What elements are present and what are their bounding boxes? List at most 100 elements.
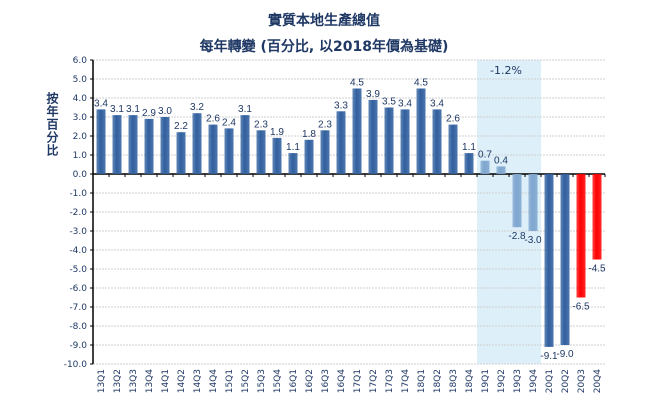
data-label: 1.1: [462, 142, 476, 153]
x-tick-label: 15Q4: [273, 369, 283, 394]
bar-17Q1: [352, 88, 362, 174]
x-tick-label: 13Q1: [97, 369, 107, 393]
x-tick-label: 15Q2: [241, 369, 251, 393]
bar-18Q4: [464, 153, 474, 174]
chart-title: 實質本地生產總值: [268, 13, 380, 29]
x-tick-label: 15Q1: [225, 369, 235, 393]
data-label: 2.3: [254, 119, 268, 130]
x-tick-label: 20Q4: [593, 369, 603, 394]
bar-17Q4: [400, 109, 410, 174]
y-tick-label: 3.0: [73, 113, 88, 123]
bar-16Q1: [288, 153, 298, 174]
data-label: -9.1: [540, 351, 558, 362]
bar-15Q2: [240, 115, 250, 174]
y-tick-label: 1.0: [73, 151, 88, 161]
bar-17Q3: [384, 107, 394, 174]
x-tick-label: 14Q1: [161, 369, 171, 393]
x-tick-label: 18Q4: [465, 369, 475, 394]
x-tick-label: 16Q1: [289, 369, 299, 393]
bar-18Q1: [416, 88, 426, 174]
data-label: -2.8: [508, 231, 526, 242]
y-tick-label: -6.0: [69, 284, 87, 294]
data-label: 3.4: [94, 98, 108, 109]
x-tick-label: 19Q1: [481, 369, 491, 393]
y-tick-label: -9.0: [69, 341, 87, 351]
bar-14Q4: [208, 124, 218, 174]
bar-19Q4: [528, 174, 538, 231]
y-tick-label: -10.0: [64, 360, 88, 370]
x-tick-label: 17Q3: [385, 369, 395, 393]
data-label: 3.2: [190, 102, 204, 113]
bar-13Q2: [112, 115, 122, 174]
data-label: -4.5: [588, 264, 606, 275]
x-tick-label: 19Q2: [497, 369, 507, 393]
data-label: 1.9: [270, 127, 284, 138]
x-tick-label: 17Q2: [369, 369, 379, 393]
bar-16Q4: [336, 111, 346, 174]
y-tick-label: -1.0: [69, 189, 87, 199]
data-label: -9.0: [556, 349, 574, 360]
bar-15Q1: [224, 128, 234, 174]
y-tick-label: 5.0: [73, 75, 88, 85]
bar-18Q2: [432, 109, 442, 174]
y-axis-label: 按年百分比: [45, 92, 59, 157]
data-label: 3.5: [382, 97, 396, 108]
y-tick-label: 0.0: [73, 170, 88, 180]
x-tick-label: 14Q3: [193, 369, 203, 393]
highlight-annotation: -1.2%: [490, 64, 522, 77]
bar-19Q3: [512, 174, 522, 228]
y-tick-label: -7.0: [69, 303, 87, 313]
x-tick-label: 16Q3: [321, 369, 331, 393]
data-label: 3.1: [126, 104, 140, 115]
bar-15Q4: [272, 137, 282, 174]
bar-20Q1: [544, 174, 554, 347]
bar-20Q2: [560, 174, 570, 345]
x-tick-label: 18Q2: [433, 369, 443, 393]
x-tick-label: 13Q3: [129, 369, 139, 393]
bar-14Q2: [176, 132, 186, 174]
x-tick-label: 18Q3: [449, 369, 459, 393]
data-label: 2.4: [222, 117, 236, 128]
x-tick-label: 20Q3: [577, 369, 587, 393]
bar-19Q2: [496, 166, 506, 174]
data-label: 2.9: [142, 108, 156, 119]
data-label: 3.4: [430, 98, 444, 109]
bar-14Q1: [160, 117, 170, 174]
bar-18Q3: [448, 124, 458, 174]
data-label: 1.8: [302, 129, 316, 140]
data-label: 3.9: [366, 89, 380, 100]
bar-13Q3: [128, 115, 138, 174]
bar-19Q1: [480, 160, 490, 174]
bar-16Q3: [320, 130, 330, 174]
y-tick-label: -4.0: [69, 246, 87, 256]
data-label: 3.0: [158, 106, 172, 117]
chart-subtitle: 每年轉變 (百分比, 以2018年價為基礎): [199, 39, 449, 55]
y-tick-label: -2.0: [69, 208, 87, 218]
bar-13Q4: [144, 118, 154, 174]
bar-14Q3: [192, 113, 202, 174]
x-tick-label: 16Q4: [337, 369, 347, 394]
data-label: 4.5: [350, 78, 364, 89]
y-tick-label: -3.0: [69, 227, 87, 237]
x-tick-label: 17Q4: [401, 369, 411, 394]
data-label: 3.1: [238, 104, 252, 115]
y-tick-label: 4.0: [73, 94, 88, 104]
x-tick-label: 14Q4: [209, 369, 219, 394]
x-tick-label: 18Q1: [417, 369, 427, 393]
bar-20Q4: [592, 174, 602, 260]
y-tick-label: 2.0: [73, 132, 88, 142]
y-tick-label: -5.0: [69, 265, 87, 275]
data-label: 0.7: [478, 150, 492, 161]
data-label: 1.1: [286, 142, 300, 153]
y-tick-label: 6.0: [73, 56, 88, 66]
x-tick-label: 15Q3: [257, 369, 267, 393]
data-label: -3.0: [524, 235, 542, 246]
bar-15Q3: [256, 130, 266, 174]
x-tick-label: 14Q2: [177, 369, 187, 393]
x-tick-label: 16Q2: [305, 369, 315, 393]
x-tick-label: 13Q2: [113, 369, 123, 393]
x-tick-label: 20Q1: [545, 369, 555, 393]
data-label: 2.6: [206, 114, 220, 125]
data-label: 2.6: [446, 114, 460, 125]
